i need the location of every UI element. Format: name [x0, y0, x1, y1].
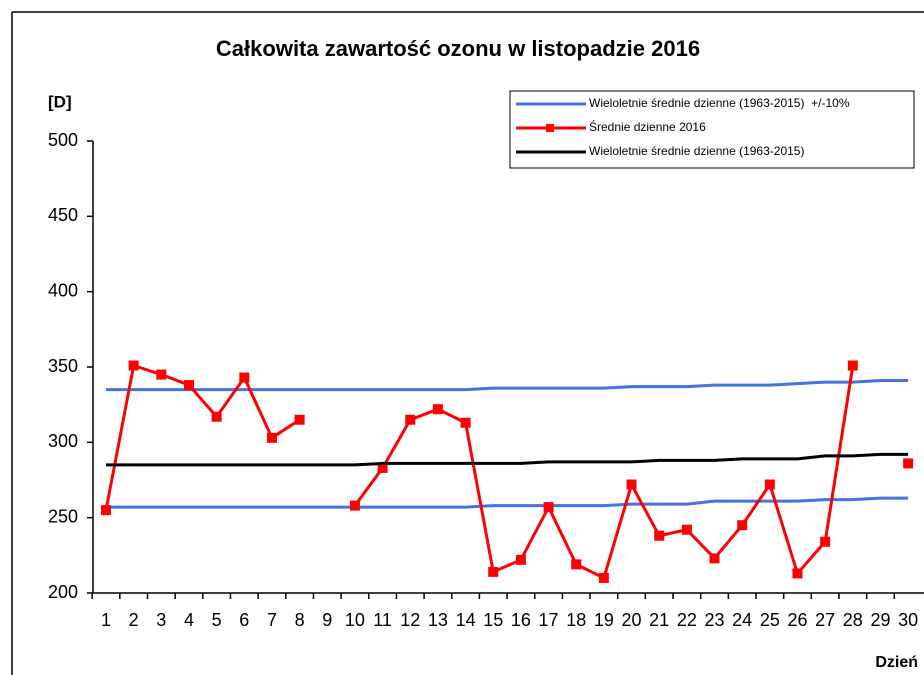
x-tick-label: 13: [428, 610, 448, 630]
data-point: [626, 479, 637, 490]
x-tick-label: 3: [156, 610, 166, 630]
x-tick-label: 2: [129, 610, 139, 630]
series-line: [106, 379, 909, 392]
data-point: [432, 404, 443, 415]
x-tick-label: 4: [184, 610, 194, 630]
data-point: [101, 505, 111, 516]
x-tick-label: 22: [677, 610, 697, 630]
x-tick-label: 1: [101, 610, 111, 630]
x-tick-label: 15: [483, 610, 503, 630]
data-point: [847, 360, 858, 371]
y-axis-label: [D]: [48, 92, 72, 111]
chart-title: Całkowita zawartość ozonu w listopadzie …: [216, 36, 700, 61]
x-tick-label: 10: [345, 610, 365, 630]
data-point: [792, 568, 803, 579]
x-tick-label: 27: [815, 610, 835, 630]
data-point: [820, 536, 831, 547]
data-point: [211, 411, 222, 422]
data-point: [654, 530, 665, 541]
data-point: [681, 524, 692, 535]
series-line: [106, 496, 909, 509]
y-tick-label: 250: [48, 506, 78, 526]
legend-marker: [546, 124, 554, 132]
data-point: [266, 432, 277, 443]
x-tick-label: 8: [295, 610, 305, 630]
data-point: [488, 566, 499, 577]
x-tick-label: 19: [594, 610, 614, 630]
data-point: [571, 559, 582, 570]
data-point: [377, 462, 388, 473]
data-point: [543, 502, 554, 513]
data-point: [764, 479, 775, 490]
x-tick-label: 20: [622, 610, 642, 630]
x-tick-label: 23: [705, 610, 725, 630]
x-tick-label: 18: [566, 610, 586, 630]
legend-label: Średnie dzienne 2016: [589, 119, 706, 134]
data-point: [128, 360, 139, 371]
legend-label: Wieloletnie średnie dzienne (1963-2015): [589, 144, 804, 158]
data-point: [515, 554, 526, 565]
x-tick-label: 9: [322, 610, 332, 630]
x-axis-label: Dzień: [875, 654, 918, 671]
data-point: [709, 553, 720, 564]
x-tick-label: 14: [456, 610, 476, 630]
data-point: [737, 520, 748, 531]
x-tick-label: 30: [898, 610, 918, 630]
x-tick-label: 26: [787, 610, 807, 630]
y-tick-label: 400: [48, 280, 78, 300]
data-point: [183, 380, 194, 391]
data-point: [156, 369, 167, 380]
x-tick-label: 25: [760, 610, 780, 630]
data-point: [405, 414, 416, 425]
data-point: [239, 372, 250, 383]
x-tick-label: 28: [843, 610, 863, 630]
y-tick-label: 300: [48, 431, 78, 451]
x-tick-label: 12: [400, 610, 420, 630]
legend-label: Wieloletnie średnie dzienne (1963-2015) …: [589, 96, 850, 110]
data-point: [903, 458, 914, 469]
x-tick-label: 5: [212, 610, 222, 630]
y-tick-label: 200: [48, 582, 78, 602]
x-tick-label: 21: [649, 610, 669, 630]
x-tick-label: 16: [511, 610, 531, 630]
series-line: [106, 452, 909, 467]
y-tick-label: 450: [48, 205, 78, 225]
x-tick-label: 29: [870, 610, 890, 630]
x-tick-label: 24: [732, 610, 752, 630]
x-tick-label: 11: [373, 610, 392, 630]
y-tick-label: 350: [48, 356, 78, 376]
y-tick-label: 500: [48, 130, 78, 150]
data-point: [294, 414, 305, 425]
series-line: [106, 365, 908, 577]
data-point: [460, 417, 471, 428]
x-tick-label: 17: [539, 610, 559, 630]
data-point: [349, 500, 360, 511]
x-tick-label: 6: [239, 610, 249, 630]
x-tick-label: 7: [267, 610, 277, 630]
data-point: [598, 572, 609, 583]
